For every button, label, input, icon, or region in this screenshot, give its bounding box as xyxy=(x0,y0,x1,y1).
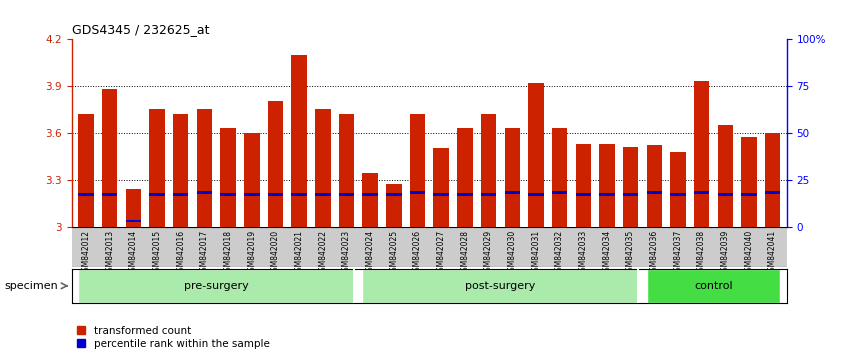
Text: GSM842013: GSM842013 xyxy=(105,230,114,276)
Bar xyxy=(575,193,591,196)
Bar xyxy=(552,192,567,194)
Bar xyxy=(623,193,638,196)
Text: GSM842022: GSM842022 xyxy=(318,230,327,276)
Bar xyxy=(528,83,544,227)
Bar xyxy=(79,269,354,303)
Bar xyxy=(694,192,709,194)
Bar xyxy=(575,144,591,227)
Bar xyxy=(244,193,260,196)
Bar xyxy=(481,114,497,227)
Text: GSM842016: GSM842016 xyxy=(176,230,185,276)
Text: GSM842027: GSM842027 xyxy=(437,230,446,276)
Bar xyxy=(457,128,473,227)
Bar xyxy=(102,193,118,196)
Text: GSM842023: GSM842023 xyxy=(342,230,351,276)
Text: GSM842039: GSM842039 xyxy=(721,230,730,276)
Bar xyxy=(315,193,331,196)
Bar xyxy=(694,81,709,227)
Bar xyxy=(268,193,283,196)
Text: GSM842018: GSM842018 xyxy=(223,230,233,276)
Bar xyxy=(292,55,307,227)
Bar xyxy=(362,193,378,196)
Bar xyxy=(292,193,307,196)
Text: GSM842019: GSM842019 xyxy=(247,230,256,276)
Text: post-surgery: post-surgery xyxy=(465,281,536,291)
Text: GSM842012: GSM842012 xyxy=(81,230,91,276)
Bar xyxy=(741,137,756,227)
Text: GDS4345 / 232625_at: GDS4345 / 232625_at xyxy=(72,23,210,36)
Bar xyxy=(646,269,780,303)
Bar xyxy=(315,109,331,227)
Bar xyxy=(126,189,141,227)
Bar xyxy=(409,192,426,194)
Bar xyxy=(338,114,354,227)
Text: GSM842032: GSM842032 xyxy=(555,230,564,276)
Bar xyxy=(268,102,283,227)
Bar xyxy=(481,193,497,196)
Bar xyxy=(670,193,685,196)
Text: GSM842030: GSM842030 xyxy=(508,230,517,276)
Text: GSM842034: GSM842034 xyxy=(602,230,612,276)
Bar xyxy=(717,193,733,196)
Bar xyxy=(552,128,567,227)
Text: GSM842029: GSM842029 xyxy=(484,230,493,276)
Bar xyxy=(221,193,236,196)
Bar xyxy=(79,193,94,196)
Bar xyxy=(221,128,236,227)
Text: GSM842017: GSM842017 xyxy=(200,230,209,276)
Bar xyxy=(599,144,614,227)
Bar xyxy=(126,219,141,222)
Text: GSM842031: GSM842031 xyxy=(531,230,541,276)
Text: GSM842033: GSM842033 xyxy=(579,230,588,276)
Text: pre-surgery: pre-surgery xyxy=(184,281,249,291)
Text: GSM842021: GSM842021 xyxy=(294,230,304,276)
Bar xyxy=(173,193,189,196)
Text: GSM842028: GSM842028 xyxy=(460,230,470,276)
Bar xyxy=(765,192,780,194)
Text: GSM842014: GSM842014 xyxy=(129,230,138,276)
Text: GSM842041: GSM842041 xyxy=(768,230,777,276)
Bar xyxy=(244,133,260,227)
Bar xyxy=(504,192,520,194)
Bar xyxy=(599,193,614,196)
Legend: transformed count, percentile rank within the sample: transformed count, percentile rank withi… xyxy=(77,326,270,349)
Text: GSM842036: GSM842036 xyxy=(650,230,659,276)
Bar xyxy=(197,192,212,194)
Text: GSM842035: GSM842035 xyxy=(626,230,635,276)
Text: GSM842040: GSM842040 xyxy=(744,230,754,276)
Bar xyxy=(173,114,189,227)
Bar xyxy=(150,193,165,196)
Bar xyxy=(386,193,402,196)
Bar xyxy=(338,193,354,196)
Bar xyxy=(362,173,378,227)
Bar xyxy=(504,128,520,227)
Text: GSM842020: GSM842020 xyxy=(271,230,280,276)
Bar xyxy=(409,114,426,227)
Bar xyxy=(102,89,118,227)
Bar xyxy=(623,147,638,227)
Text: GSM842024: GSM842024 xyxy=(365,230,375,276)
Bar xyxy=(646,145,662,227)
Bar xyxy=(717,125,733,227)
Bar xyxy=(670,152,685,227)
Bar xyxy=(79,114,94,227)
Text: GSM842026: GSM842026 xyxy=(413,230,422,276)
Bar xyxy=(765,133,780,227)
Bar xyxy=(528,193,544,196)
Bar xyxy=(741,193,756,196)
Bar xyxy=(457,193,473,196)
Bar xyxy=(362,269,638,303)
Bar xyxy=(197,109,212,227)
Text: GSM842015: GSM842015 xyxy=(152,230,162,276)
Bar xyxy=(646,192,662,194)
Bar xyxy=(150,109,165,227)
Text: GSM842038: GSM842038 xyxy=(697,230,706,276)
Bar xyxy=(433,148,449,227)
Text: GSM842025: GSM842025 xyxy=(389,230,398,276)
Bar xyxy=(386,184,402,227)
Text: GSM842037: GSM842037 xyxy=(673,230,683,276)
Bar xyxy=(433,193,449,196)
Text: specimen: specimen xyxy=(4,281,58,291)
Text: control: control xyxy=(694,281,733,291)
